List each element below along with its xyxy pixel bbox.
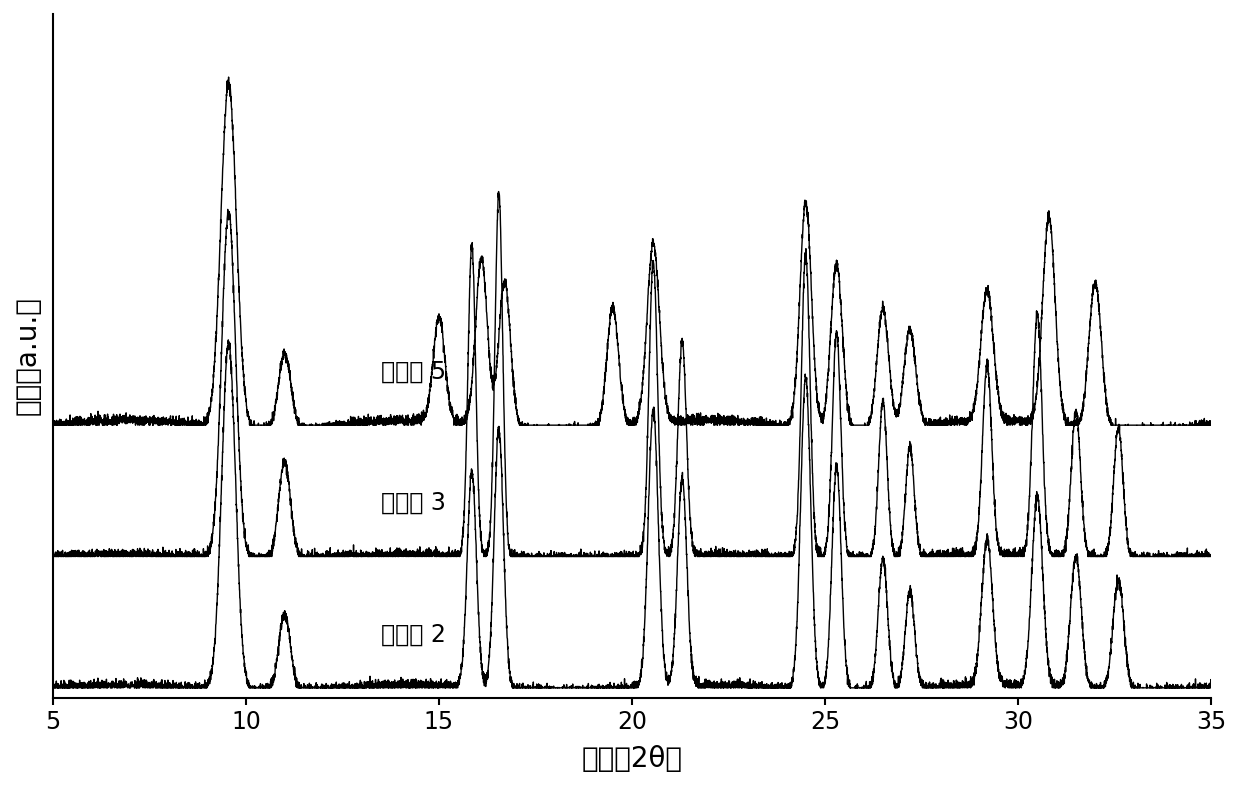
Text: 实施例 5: 实施例 5 <box>381 360 446 384</box>
Y-axis label: 强度（a.u.）: 强度（a.u.） <box>14 297 42 416</box>
Text: 实施例 2: 实施例 2 <box>381 623 446 646</box>
X-axis label: 角度（2θ）: 角度（2θ） <box>582 745 682 773</box>
Text: 实施例 3: 实施例 3 <box>381 491 446 515</box>
